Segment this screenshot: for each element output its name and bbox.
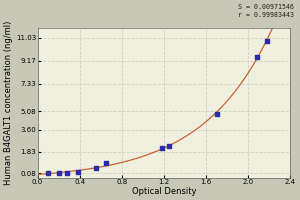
Point xyxy=(93,166,98,169)
Point xyxy=(254,55,259,58)
X-axis label: Optical Density: Optical Density xyxy=(132,187,196,196)
Point xyxy=(214,113,219,116)
Point xyxy=(167,144,172,147)
Point xyxy=(65,171,70,174)
Text: S = 0.00971546
r = 0.99983443: S = 0.00971546 r = 0.99983443 xyxy=(238,4,294,18)
Point xyxy=(46,172,50,175)
Point xyxy=(75,171,80,174)
Y-axis label: Human B4GALT1 concentration (ng/ml): Human B4GALT1 concentration (ng/ml) xyxy=(4,21,13,185)
Point xyxy=(103,161,108,164)
Point xyxy=(160,147,164,150)
Point xyxy=(265,39,270,42)
Point xyxy=(56,172,61,175)
